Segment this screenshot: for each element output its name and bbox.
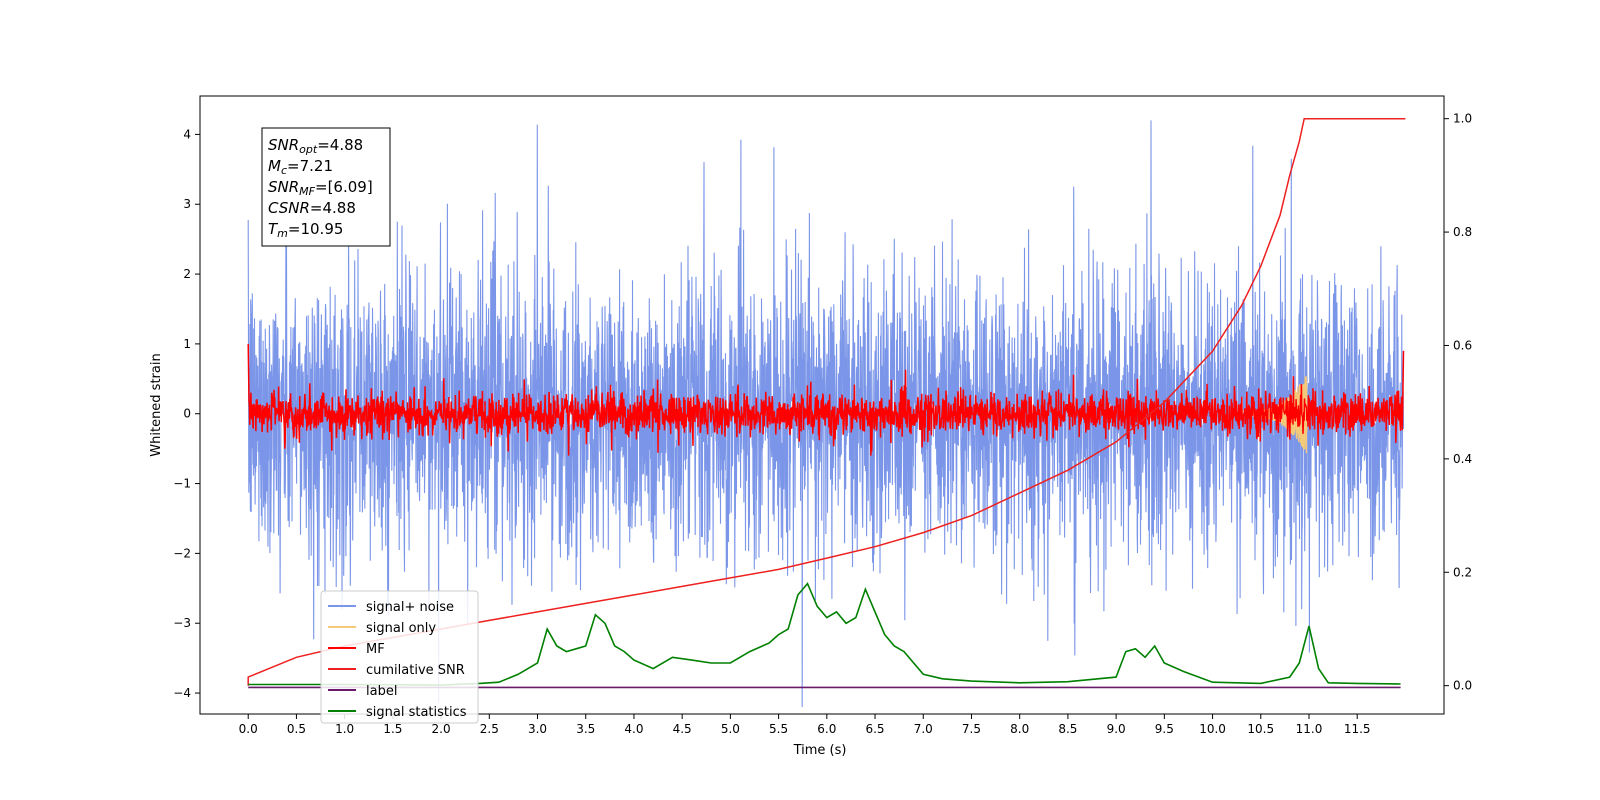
y2-tick-label: 0.4 [1453,452,1472,466]
signal-noise-layer [247,120,1405,708]
x-tick-label: 5.0 [721,722,740,736]
y-tick-label: −4 [173,686,191,700]
annotation-subscript: m [277,227,288,240]
x-tick-label: 7.5 [962,722,981,736]
x-tick-label: 11.0 [1296,722,1323,736]
x-tick-label: 2.5 [480,722,499,736]
x-tick-label: 8.5 [1058,722,1077,736]
x-tick-label: 9.0 [1107,722,1126,736]
annotation-value: =7.21 [287,157,333,175]
x-tick-label: 10.0 [1199,722,1226,736]
plot-frame [199,95,1445,715]
mf-layer [247,343,1405,456]
series-signal-statistics-line [248,582,1401,686]
x-tick-label: 1.0 [335,722,354,736]
y2-tick-label: 1.0 [1453,112,1472,126]
legend-entry: signal statistics [366,705,467,720]
annotation-value: =[6.09] [315,178,373,196]
series-mf-line [247,343,1405,456]
legend: signal+ noise signal only MF cumilative SNR… [320,590,479,724]
y-axis-label: Whitened strain [149,353,164,456]
x-tick-label: 3.0 [528,722,547,736]
x-tick-label: 5.5 [769,722,788,736]
annotation-value: =4.88 [310,199,356,217]
legend-entry: cumilative SNR [366,663,465,678]
annotation-symbol: SNR [268,136,299,154]
y-tick-label: 4 [183,127,191,141]
annotation-subscript: MF [299,185,315,198]
annotation-symbol: T [268,220,279,238]
x-tick-label: 10.5 [1247,722,1274,736]
x-tick-label: 0.5 [287,722,306,736]
x-tick-label: 2.0 [432,722,451,736]
series-signal-noise-line [247,120,1405,708]
annotation-frame [261,127,391,247]
y-tick-label: −2 [173,546,191,560]
y-tick-label: 2 [183,267,191,281]
y-tick-label: −1 [173,477,191,491]
annotation-subscript: c [281,164,287,177]
legend-entry: MF [366,642,385,657]
x-tick-label: 3.5 [576,722,595,736]
y-axis-left: 4 3 2 1 0 −1 −2 −3 −4 [173,127,200,700]
annotation-line: CSNR=4.88 [268,199,356,217]
y-tick-label: 3 [183,197,191,211]
x-tick-label: 1.5 [383,722,402,736]
y2-tick-label: 0.0 [1453,679,1472,693]
y2-tick-label: 0.6 [1453,338,1472,352]
x-tick-label: 7.0 [914,722,933,736]
legend-entry: signal+ noise [366,600,454,615]
y2-tick-label: 0.8 [1453,225,1472,239]
y-tick-label: 1 [183,337,191,351]
annotation-value: =4.88 [317,136,363,154]
legend-entry: label [366,684,397,699]
y2-tick-label: 0.2 [1453,565,1472,579]
y-axis-right: 1.0 0.8 0.6 0.4 0.2 0.0 [1444,112,1472,693]
annotation-box: SNRopt=4.88Mc=7.21SNRMF=[6.09]CSNR=4.88T… [261,127,391,247]
x-tick-label: 11.5 [1344,722,1371,736]
annotation-symbol: CSNR [268,199,310,217]
y-tick-label: −3 [173,616,191,630]
annotation-symbol: SNR [268,178,299,196]
signal-statistics-layer [248,582,1401,686]
annotation-symbol: M [268,157,281,175]
x-tick-label: 9.5 [1155,722,1174,736]
x-tick-label: 0.0 [239,722,258,736]
annotation-value: =10.95 [288,220,344,238]
annotation-line: Tm=10.95 [268,220,343,240]
annotation-subscript: opt [299,143,318,156]
x-tick-label: 6.5 [865,722,884,736]
x-tick-label: 6.0 [817,722,836,736]
legend-entry: signal only [366,621,436,636]
annotation-line: SNRopt=4.88 [268,136,363,156]
annotation-line: Mc=7.21 [268,157,333,177]
y-tick-label: 0 [183,407,191,421]
annotation-line: SNRMF=[6.09] [268,178,373,198]
x-axis-label: Time (s) [793,743,847,758]
legend-frame [320,590,479,724]
x-axis: 0.0 0.5 1.0 1.5 2.0 2.5 3.0 3.5 4.0 4.5 5.0 5.5 6.0 6… [239,714,1371,736]
x-tick-label: 8.0 [1010,722,1029,736]
x-tick-label: 4.5 [673,722,692,736]
x-tick-label: 4.0 [624,722,643,736]
